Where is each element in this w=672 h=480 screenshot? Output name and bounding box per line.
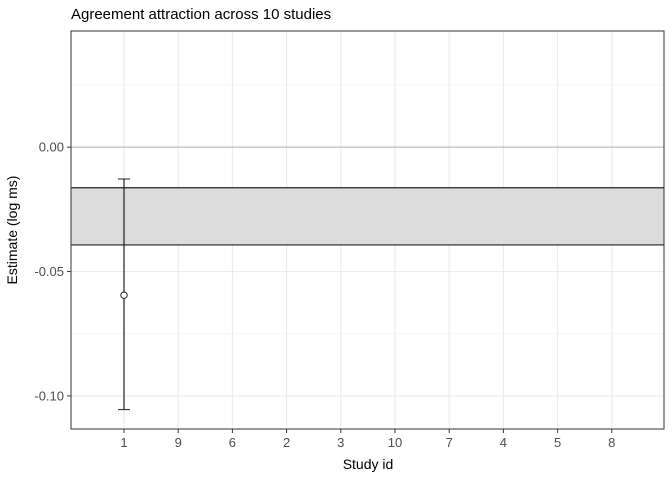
x-tick-label: 8	[608, 435, 615, 450]
x-tick-label: 10	[388, 435, 402, 450]
x-tick-label: 4	[500, 435, 507, 450]
y-tick-label: -0.05	[34, 264, 64, 279]
x-axis-title: Study id	[343, 456, 394, 472]
x-tick-label: 2	[283, 435, 290, 450]
plot-panel	[70, 30, 665, 430]
data-point-1	[120, 291, 128, 299]
y-tick-label: -0.10	[34, 388, 64, 403]
x-tick-label: 6	[229, 435, 236, 450]
pooled-interval-band	[71, 187, 664, 245]
panel-border	[70, 30, 665, 430]
x-tick-label: 5	[554, 435, 561, 450]
x-tick-label: 9	[175, 435, 182, 450]
y-axis-title: Estimate (log ms)	[4, 176, 20, 285]
x-tick-label: 1	[120, 435, 127, 450]
x-tick-label: 3	[337, 435, 344, 450]
chart-title: Agreement attraction across 10 studies	[71, 6, 331, 23]
x-tick-label: 7	[446, 435, 453, 450]
y-tick-label: 0.00	[39, 140, 64, 155]
